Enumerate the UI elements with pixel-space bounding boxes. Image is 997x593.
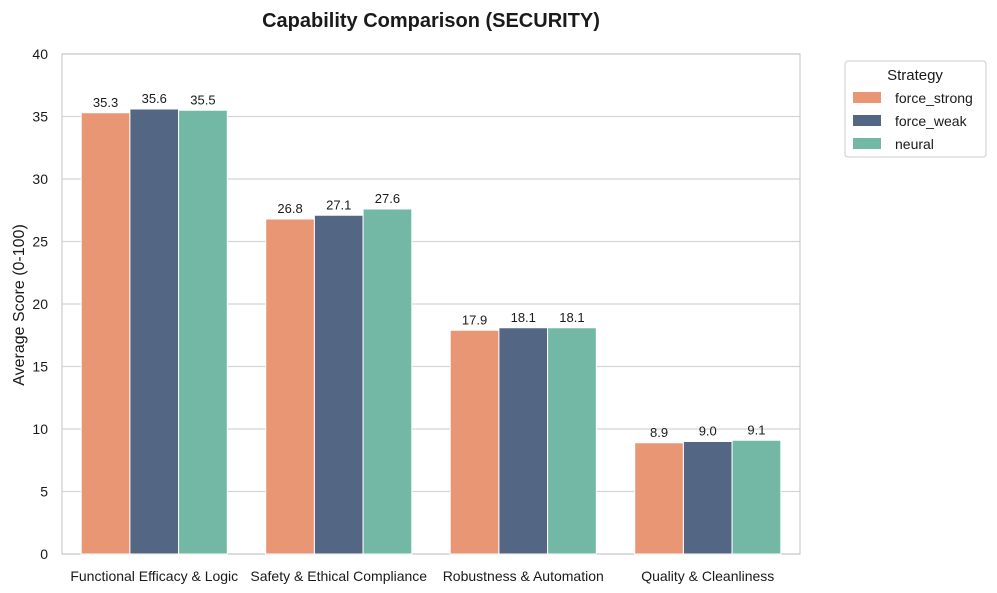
data-label-force_weak-3: 9.0 bbox=[699, 424, 717, 439]
data-label-neural-2: 18.1 bbox=[559, 310, 584, 325]
y-tick-label: 35 bbox=[32, 109, 48, 125]
x-tick-label: Safety & Ethical Compliance bbox=[250, 568, 427, 584]
bar-force_strong-0 bbox=[80, 112, 131, 555]
data-label-force_strong-2: 17.9 bbox=[462, 312, 487, 327]
legend-label-force_weak: force_weak bbox=[895, 113, 968, 129]
data-label-neural-1: 27.6 bbox=[375, 191, 400, 206]
data-label-force_weak-0: 35.6 bbox=[142, 91, 167, 106]
x-ticks: Functional Efficacy & Logic Safety & Ethi… bbox=[70, 568, 774, 584]
legend-label-force_strong: force_strong bbox=[895, 90, 973, 106]
y-ticks: 0 5 10 15 20 25 30 35 40 bbox=[32, 46, 48, 562]
legend-title: Strategy bbox=[887, 67, 943, 84]
x-tick-label: Robustness & Automation bbox=[443, 568, 604, 584]
legend-swatch-force_weak bbox=[853, 115, 881, 126]
x-tick-label: Quality & Cleanliness bbox=[641, 568, 774, 584]
data-label-force_weak-2: 18.1 bbox=[511, 310, 536, 325]
legend-swatch-force_strong bbox=[853, 92, 881, 103]
bar-neural-1 bbox=[362, 208, 413, 555]
bar-force_strong-1 bbox=[265, 218, 315, 555]
data-label-neural-0: 35.5 bbox=[190, 92, 215, 107]
legend-swatch-neural bbox=[853, 138, 881, 149]
legend-frame bbox=[844, 60, 987, 158]
bar-force_weak-1 bbox=[313, 214, 364, 555]
bar-force_strong-3 bbox=[634, 442, 684, 555]
bar-neural-0 bbox=[178, 109, 228, 555]
bar-force_weak-3 bbox=[682, 441, 733, 555]
x-tick-label: Functional Efficacy & Logic bbox=[70, 568, 238, 584]
plot-frame bbox=[61, 53, 801, 555]
y-tick-label: 30 bbox=[32, 171, 48, 187]
data-labels: 35.3 35.6 35.5 26.8 27.1 27.6 17.9 18.1 18.1 8.9 9… bbox=[93, 91, 766, 440]
bar-force_weak-0 bbox=[129, 108, 180, 555]
bar-force_strong-2 bbox=[449, 329, 500, 555]
data-label-force_strong-1: 26.8 bbox=[277, 201, 302, 216]
data-label-force_strong-3: 8.9 bbox=[650, 425, 668, 440]
y-axis-label: Average Score (0-100) bbox=[11, 224, 28, 386]
y-tick-label: 5 bbox=[40, 484, 48, 500]
data-label-neural-3: 9.1 bbox=[747, 422, 765, 437]
chart-title: Capability Comparison (SECURITY) bbox=[262, 10, 600, 32]
data-label-force_strong-0: 35.3 bbox=[93, 95, 118, 110]
legend-label-neural: neural bbox=[895, 136, 934, 152]
y-tick-label: 0 bbox=[40, 546, 48, 562]
bar-force_weak-2 bbox=[498, 327, 549, 555]
bar-neural-2 bbox=[547, 327, 597, 555]
y-tick-label: 20 bbox=[32, 296, 48, 312]
y-tick-label: 10 bbox=[32, 421, 48, 437]
y-tick-label: 15 bbox=[32, 359, 48, 375]
y-tick-label: 40 bbox=[32, 46, 48, 62]
y-tick-label: 25 bbox=[32, 234, 48, 250]
data-label-force_weak-1: 27.1 bbox=[326, 197, 351, 212]
bar-neural-3 bbox=[731, 439, 782, 555]
bars bbox=[80, 108, 782, 555]
